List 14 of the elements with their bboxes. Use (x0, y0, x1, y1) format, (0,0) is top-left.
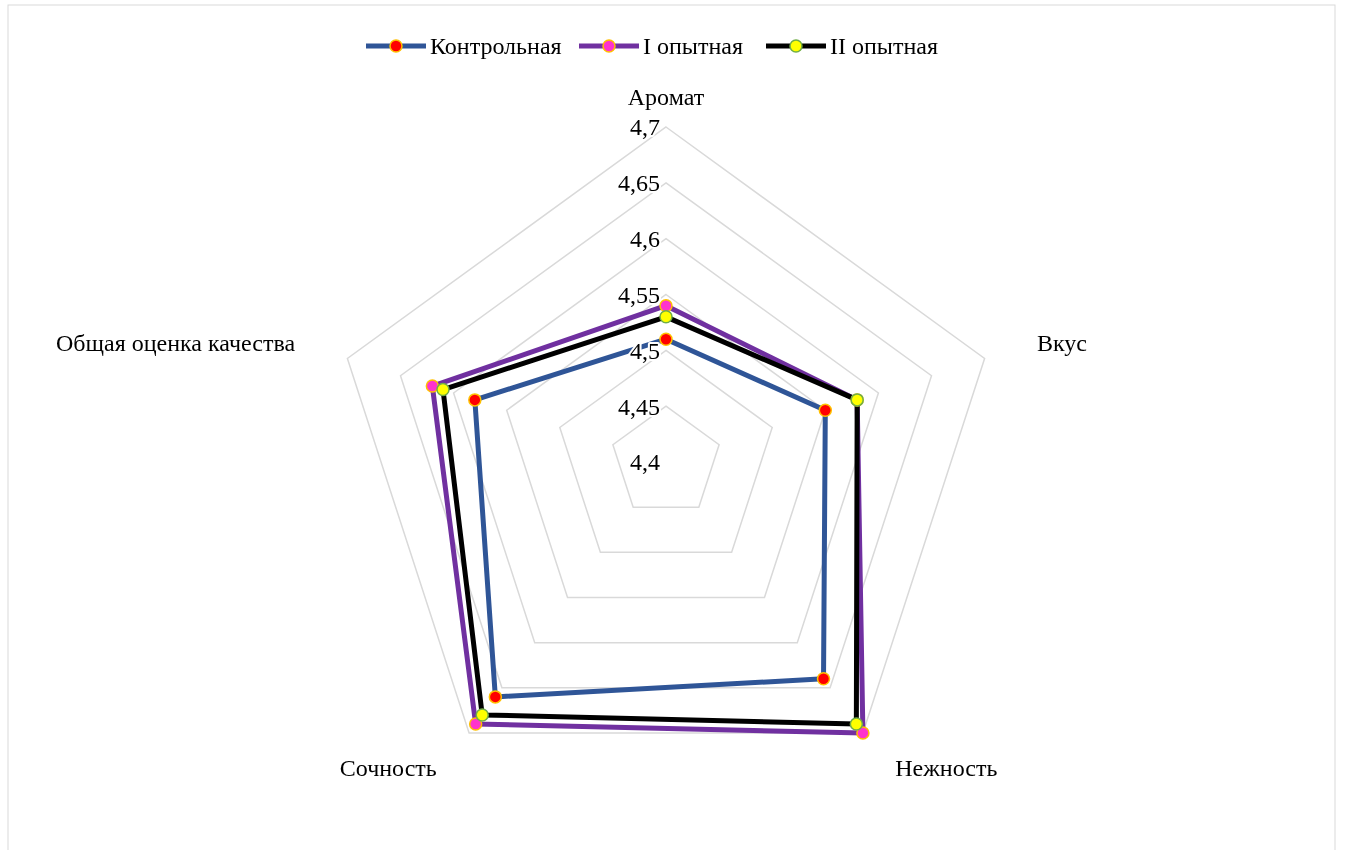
legend-label: I опытная (643, 33, 743, 60)
spoke-label: Общая оценка качества (55, 329, 296, 356)
legend-label: II опытная (830, 33, 938, 60)
spoke-label: Нежность (895, 754, 998, 781)
spoke-label: Вкус (1036, 329, 1087, 356)
y-tick-label: 4,55 (618, 281, 660, 308)
y-tick-label: 4,45 (618, 393, 660, 420)
y-tick-label: 4,4 (630, 449, 660, 476)
spoke-label: Сочность (339, 754, 437, 781)
legend-label: Контрольная (430, 33, 562, 60)
y-tick-label: 4,65 (618, 170, 660, 197)
y-tick-label: 4,7 (630, 114, 660, 141)
spoke-label: Аромат (627, 84, 705, 111)
y-tick-label: 4,6 (630, 226, 660, 253)
